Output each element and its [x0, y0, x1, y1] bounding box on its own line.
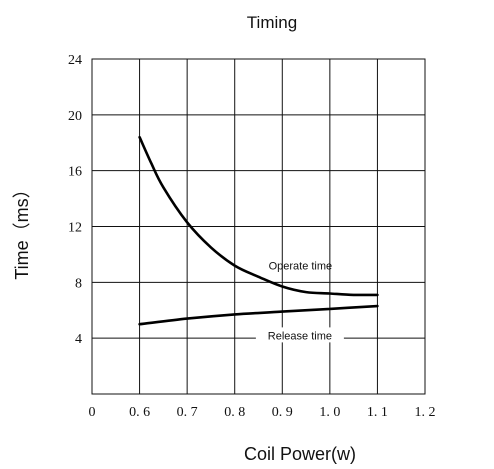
x-tick-label: 0. 9	[272, 405, 293, 420]
y-axis-label: Time（ms）	[12, 180, 32, 279]
x-tick-label: 1. 0	[319, 405, 340, 420]
series-annotation-1: Release time	[268, 330, 332, 342]
series-line-1	[138, 304, 379, 326]
series-line-0	[138, 135, 379, 297]
y-tick-label: 20	[68, 109, 82, 124]
x-tick-label: 0	[89, 405, 96, 420]
x-tick-label: 0. 8	[224, 405, 245, 420]
chart-title: Timing	[247, 13, 297, 32]
plot-grid	[91, 58, 426, 395]
x-tick-label: 1. 2	[415, 405, 436, 420]
tick-labels: 0 0. 6 0. 7 0. 8 0. 9 1. 0 1. 1 1. 2 4 8 12 16 20 24	[68, 53, 436, 420]
y-tick-label: 12	[68, 221, 82, 236]
annotation-backdrop	[255, 327, 344, 343]
x-tick-label: 0. 6	[129, 405, 150, 420]
x-tick-label: 1. 1	[367, 405, 388, 420]
y-tick-label: 4	[75, 332, 82, 347]
y-tick-label: 24	[68, 53, 82, 68]
x-axis-label: Coil Power(w)	[244, 444, 356, 464]
y-tick-label: 16	[68, 165, 82, 180]
x-tick-label: 0. 7	[177, 405, 198, 420]
series-lines	[138, 135, 379, 326]
plot-frame	[91, 58, 426, 395]
y-tick-label: 8	[75, 276, 82, 291]
series-annotation-0: Operate time	[269, 261, 333, 273]
series-annotations: Operate time Release time	[255, 261, 344, 343]
